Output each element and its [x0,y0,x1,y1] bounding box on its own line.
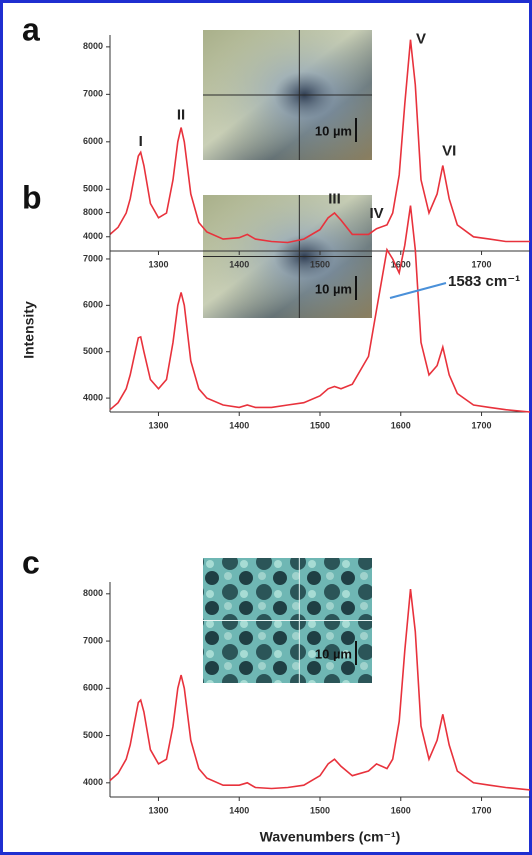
panel-letter: a [22,11,40,47]
annotation: V [416,31,426,48]
y-axis-label: Intensity [21,301,37,359]
insets: 10 µm 10 µm 10 µm [203,30,372,683]
x-tick-label: 1300 [148,420,168,430]
scale-label: 10 µm [315,281,352,296]
y-tick-label: 7000 [83,635,103,645]
y-tick-label: 7000 [83,89,103,99]
x-tick-label: 1300 [148,259,168,269]
x-tick-label: 1700 [472,805,492,815]
y-tick-label: 8000 [83,588,103,598]
y-tick-label: 5000 [83,184,103,194]
x-axis-label: Wavenumbers (cm⁻¹) [260,829,401,845]
x-tick-label: 1600 [391,420,411,430]
annotation: 1583 cm⁻¹ [448,273,520,290]
y-tick-label: 7000 [83,253,103,263]
scale-label: 10 µm [315,646,352,661]
spectrum-line [109,205,531,413]
x-tick-label: 1400 [229,259,249,269]
x-tick-label: 1400 [229,805,249,815]
x-tick-label: 1500 [310,420,330,430]
panel-letter: b [22,179,42,215]
annotation: VI [442,142,456,159]
y-tick-label: 5000 [83,346,103,356]
annotation: IV [369,205,383,222]
scale-label: 10 µm [315,123,352,138]
y-tick-label: 8000 [83,41,103,51]
y-tick-label: 6000 [83,136,103,146]
x-tick-label: 1700 [472,259,492,269]
x-tick-label: 1400 [229,420,249,430]
y-tick-label: 4000 [83,392,103,402]
annotation: I [139,133,143,150]
x-tick-label: 1500 [310,805,330,815]
y-tick-label: 6000 [83,683,103,693]
x-tick-label: 1600 [391,805,411,815]
spectrum-line [109,39,530,244]
annotation: II [177,107,185,124]
y-tick-label: 5000 [83,730,103,740]
annotation: III [328,191,341,208]
y-tick-label: 4000 [83,231,103,241]
y-tick-label: 6000 [83,300,103,310]
annotation-pointer [389,282,447,299]
y-tick-label: 4000 [83,777,103,787]
panel-letter: c [22,544,40,580]
x-tick-label: 1300 [148,805,168,815]
x-tick-label: 1500 [310,259,330,269]
x-tick-label: 1700 [472,420,492,430]
spectrum-line [109,589,531,791]
y-tick-label: 8000 [83,207,103,217]
